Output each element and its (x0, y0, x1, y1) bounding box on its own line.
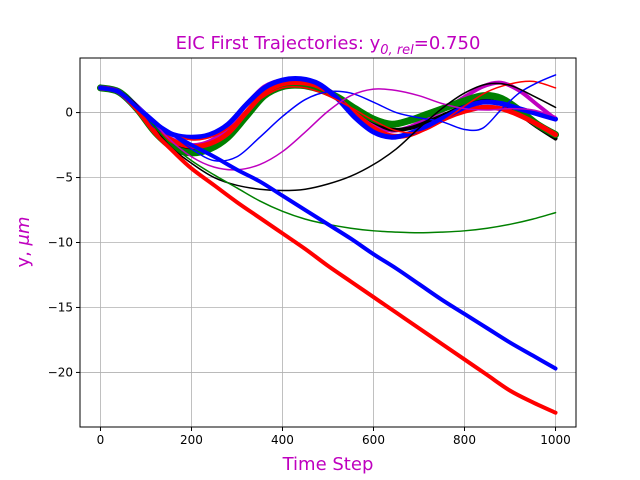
y-tick-label: 0 (65, 106, 73, 120)
x-tick-label: 0 (97, 433, 105, 447)
x-tick-label: 600 (362, 433, 385, 447)
trajectory-line-11 (98, 85, 558, 415)
y-tick-label: −5 (55, 171, 73, 185)
series-lines (96, 74, 560, 415)
chart-title: EIC First Trajectories: y0, rel=0.750 (176, 33, 481, 58)
y-tick-label: −15 (48, 300, 73, 314)
x-tick-label: 400 (271, 433, 294, 447)
y-axis-label: y, μm (13, 216, 34, 267)
x-tick-label: 1000 (540, 433, 571, 447)
x-tick-label: 200 (180, 433, 203, 447)
x-tick-label: 800 (453, 433, 476, 447)
trajectory-line-12 (98, 85, 558, 371)
y-tick-label: −20 (48, 365, 73, 379)
trajectory-line-8 (99, 87, 557, 171)
grid-lines (80, 58, 576, 427)
y-tick-label: −10 (48, 236, 73, 250)
x-axis-label: Time Step (282, 454, 374, 475)
axis-ticks: 0 200 400 600 800 1000 −20 −15 −10 −5 0 (48, 106, 571, 447)
